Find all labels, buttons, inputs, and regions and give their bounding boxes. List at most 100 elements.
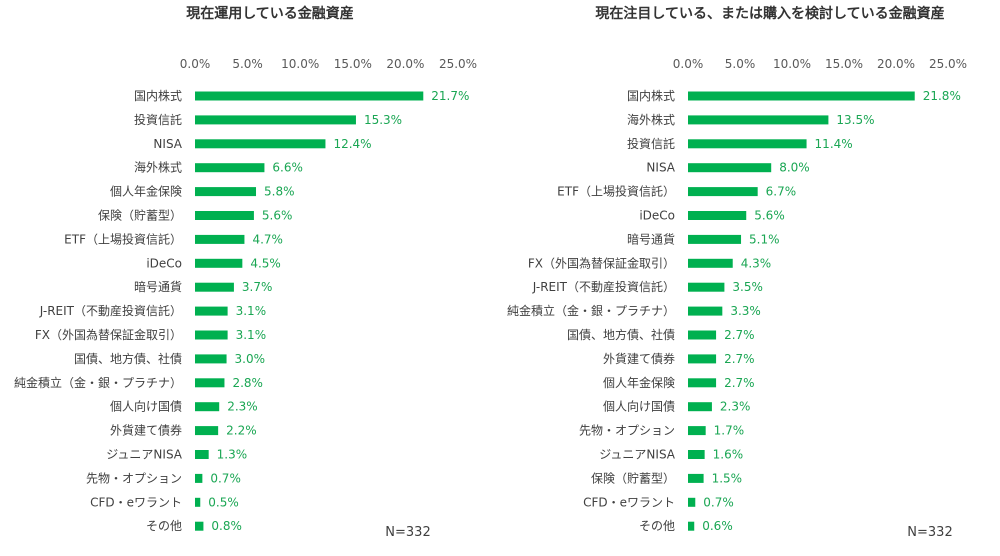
data-label: 3.5% xyxy=(732,280,763,294)
category-label: 個人向け国債 xyxy=(603,399,675,414)
axis-tick-label: 15.0% xyxy=(825,57,863,71)
data-label: 12.4% xyxy=(333,137,371,151)
data-label: 2.3% xyxy=(227,400,257,414)
bar xyxy=(688,473,704,483)
data-label: 2.7% xyxy=(724,328,755,342)
data-label: 0.8% xyxy=(211,519,242,533)
category-label: 保険（貯蓄型） xyxy=(591,471,675,485)
category-label: 国内株式 xyxy=(627,88,675,103)
data-label: 4.5% xyxy=(250,256,281,270)
axis-tick-label: 25.0% xyxy=(439,57,477,71)
bar xyxy=(195,234,245,244)
data-label: 0.7% xyxy=(703,495,734,509)
bar xyxy=(688,450,705,459)
bar xyxy=(688,234,742,244)
data-label: 4.7% xyxy=(252,232,283,246)
category-label: J-REIT（不動産投資信託） xyxy=(532,279,675,294)
category-label: ジュニアNISA xyxy=(106,448,183,462)
data-label: 2.2% xyxy=(226,424,256,438)
axis-tick-label: 5.0% xyxy=(232,57,263,71)
data-label: 5.6% xyxy=(754,209,785,223)
data-label: 15.3% xyxy=(364,113,402,127)
category-label: 保険（貯蓄型） xyxy=(98,209,182,223)
data-label: 21.7% xyxy=(431,89,469,103)
axis-tick-label: 25.0% xyxy=(929,57,967,71)
bar xyxy=(195,402,220,412)
bar xyxy=(195,211,254,220)
bar xyxy=(195,306,228,316)
data-label: 6.6% xyxy=(272,161,303,175)
category-label: ジュニアNISA xyxy=(599,448,676,462)
bar xyxy=(688,282,725,292)
category-label: CFD・eワラント xyxy=(583,495,675,509)
category-label: 外貨建て債券 xyxy=(603,351,675,366)
bar xyxy=(195,330,228,340)
category-label: iDeCo xyxy=(146,256,182,270)
category-label: 暗号通貨 xyxy=(134,279,182,294)
data-label: 2.7% xyxy=(724,352,755,366)
category-label: 個人年金保険 xyxy=(110,184,182,199)
data-label: 2.8% xyxy=(232,376,263,390)
data-label: 5.8% xyxy=(264,185,295,199)
bar xyxy=(195,426,219,436)
bar xyxy=(195,139,326,149)
category-label: ETF（上場投資信託） xyxy=(557,184,675,199)
bar xyxy=(688,115,829,125)
bar xyxy=(688,330,717,340)
data-label: 1.3% xyxy=(217,448,248,462)
data-label: 11.4% xyxy=(815,137,853,151)
axis-tick-label: 20.0% xyxy=(877,57,915,71)
data-label: 0.5% xyxy=(208,495,239,509)
axis-tick-label: 5.0% xyxy=(725,57,756,71)
category-label: 先物・オプション xyxy=(579,424,675,438)
category-label: J-REIT（不動産投資信託） xyxy=(39,303,182,318)
category-label: NISA xyxy=(153,137,182,151)
data-label: 6.7% xyxy=(766,185,797,199)
category-label: FX（外国為替保証金取引） xyxy=(528,255,675,270)
data-label: 3.0% xyxy=(235,352,266,366)
category-label: 国内株式 xyxy=(134,88,182,103)
data-label: 3.7% xyxy=(242,280,273,294)
category-label: 国債、地方債、社債 xyxy=(74,351,182,366)
axis-tick-label: 20.0% xyxy=(386,57,424,71)
data-label: 3.1% xyxy=(236,304,267,318)
data-label: 2.3% xyxy=(720,400,751,414)
data-label: 2.7% xyxy=(724,376,755,390)
category-label: CFD・eワラント xyxy=(90,495,182,509)
bar xyxy=(195,187,257,197)
category-label: 海外株式 xyxy=(134,160,182,175)
data-label: 8.0% xyxy=(779,161,810,175)
axis-tick-label: 10.0% xyxy=(773,57,811,71)
category-label: iDeCo xyxy=(639,209,675,223)
axis-tick-label: 10.0% xyxy=(281,57,319,71)
bar xyxy=(195,521,204,531)
category-label: 純金積立（金・銀・プラチナ） xyxy=(507,303,675,318)
data-label: 1.7% xyxy=(714,424,745,438)
category-label: 暗号通貨 xyxy=(627,231,675,246)
bar xyxy=(195,497,201,507)
data-label: 1.6% xyxy=(713,448,744,462)
bar xyxy=(195,282,234,292)
sample-size-note: N=332 xyxy=(385,525,430,540)
bar xyxy=(195,163,265,173)
data-label: 0.7% xyxy=(210,471,241,485)
bar xyxy=(688,497,696,507)
category-label: 国債、地方債、社債 xyxy=(567,327,675,342)
category-label: 投資信託 xyxy=(134,112,182,127)
bar xyxy=(688,378,717,388)
category-label: 個人年金保険 xyxy=(603,375,675,390)
bar xyxy=(688,354,717,364)
bar xyxy=(688,402,712,412)
bar xyxy=(195,115,356,125)
category-label: FX（外国為替保証金取引） xyxy=(35,327,182,342)
data-label: 21.8% xyxy=(923,89,961,103)
data-label: 13.5% xyxy=(836,113,874,127)
data-label: 5.6% xyxy=(262,209,293,223)
axis-tick-label: 0.0% xyxy=(673,57,704,71)
data-label: 0.6% xyxy=(702,519,733,533)
axis-tick-label: 15.0% xyxy=(334,57,372,71)
bar xyxy=(688,521,695,531)
bar xyxy=(688,426,706,436)
